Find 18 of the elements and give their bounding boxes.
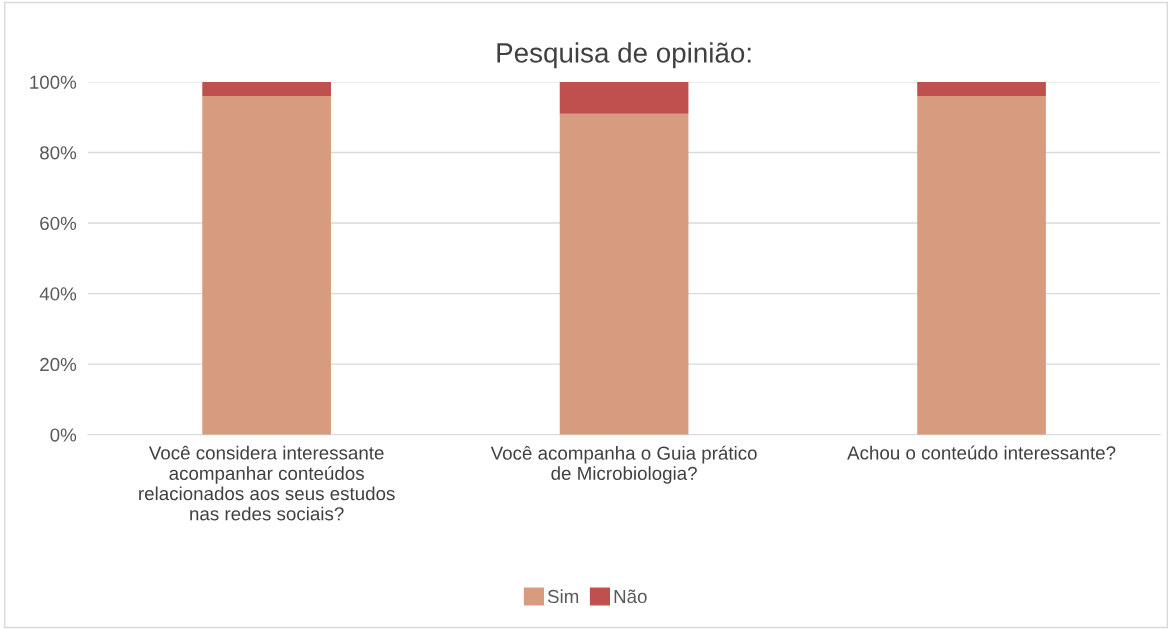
bar [559, 81, 689, 114]
x-tick-label: Você considera interessante acompanhar conteúdos relacionados aos seus estudos nas redes sociais? [139, 445, 395, 521]
legend-label: Sim [547, 589, 579, 604]
y-tick-label: 80% [40, 146, 77, 160]
y-tick-label: 0% [50, 428, 77, 442]
y-tick-label: 20% [40, 357, 77, 372]
chart-title: Pesquisa de opinião: [497, 42, 751, 69]
bar [559, 113, 689, 435]
bar [917, 81, 1046, 97]
y-tick-label: 60% [40, 216, 77, 230]
bar [202, 96, 331, 435]
legend-label: Não [614, 589, 647, 604]
bar [202, 81, 331, 97]
x-tick-label: Achou o conteúdo interessante? [847, 445, 1116, 460]
y-tick-label: 100% [30, 75, 77, 89]
y-tick-label: 40% [39, 287, 77, 301]
bar [917, 96, 1046, 435]
x-tick-label: Você acompanha o Guia prático de Microbiologia? [490, 445, 757, 484]
